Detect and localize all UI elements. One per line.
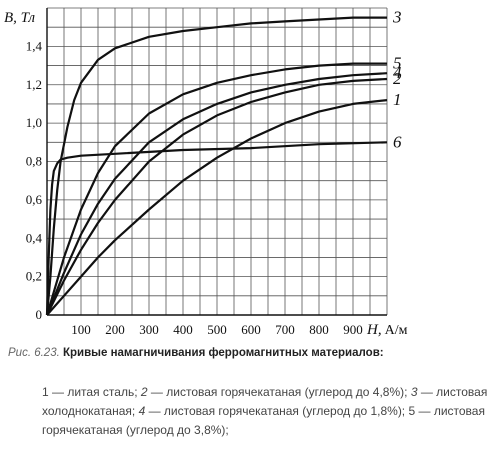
curve-6 [45, 141, 388, 316]
x-tick-label: 500 [207, 322, 227, 337]
figure-title: Кривые намагничивания ферромагнитных мат… [63, 347, 384, 359]
legend-key-3: 3 [410, 385, 418, 399]
curve-5 [45, 62, 387, 316]
x-axis-label: H, А/м [366, 322, 408, 338]
y-axis-label: B, Тл [4, 10, 35, 26]
legend-text-1: — литая сталь; [48, 385, 141, 399]
x-axis-variable: H, [366, 322, 382, 338]
legend-text-4: — листовая горячекатаная (углерод до 1,8… [42, 404, 485, 437]
curve-label-5: 5 [393, 54, 402, 73]
curve-4 [45, 72, 388, 316]
x-tick-label: 600 [241, 322, 261, 337]
y-tick-label: 0,8 [26, 154, 42, 169]
magnetization-chart: 100 200 300 400 500 600 700 800 900 0 0,2 0,4 0,6 0,… [4, 7, 408, 338]
x-tick-label: 900 [343, 322, 363, 337]
figure-caption: Рис. 6.23. Кривые намагничивания феррома… [8, 347, 494, 359]
x-tick-labels: 100 200 300 400 500 600 700 800 900 [71, 322, 363, 337]
legend-text-3: — листовая холоднокатаная; [42, 385, 488, 418]
legend-key-4: 4 [138, 404, 146, 418]
curves [45, 16, 388, 316]
x-tick-label: 100 [71, 322, 91, 337]
curve-label-4: 4 [393, 63, 402, 82]
curve-2 [46, 77, 388, 316]
curve-label-1: 1 [393, 90, 402, 109]
curve-3 [45, 16, 387, 316]
x-tick-label: 200 [105, 322, 125, 337]
y-tick-label: 1,2 [26, 77, 42, 92]
y-tick-label: 1,4 [26, 38, 43, 53]
legend-text-2: — листовая горячекатаная (углерод до 4,8… [147, 385, 411, 399]
figure-number: Рис. 6.23. [8, 347, 60, 359]
x-tick-label: 300 [139, 322, 159, 337]
axes [46, 8, 387, 316]
y-tick-label: 1,0 [26, 115, 42, 130]
x-tick-label: 400 [173, 322, 193, 337]
curve-label-2: 2 [393, 69, 402, 88]
y-tick-label: 0 [36, 307, 43, 322]
x-tick-label: 700 [275, 322, 295, 337]
curve-label-3: 3 [392, 8, 402, 27]
figure-legend: 1 — литая сталь; 2 — листовая горячеката… [42, 383, 494, 440]
legend-key-1: 1 [42, 385, 49, 399]
curve-1 [46, 99, 388, 316]
grid [47, 7, 388, 315]
curve-labels: 3 542 1 6 [392, 8, 402, 152]
x-tick-label: 800 [309, 322, 329, 337]
y-tick-label: 0,4 [26, 230, 43, 245]
y-tick-labels: 0 0,2 0,4 0,6 0,8 1,0 1,2 1,4 [26, 38, 43, 322]
x-axis-unit: А/м [385, 323, 408, 338]
y-tick-label: 0,6 [26, 192, 43, 207]
y-tick-label: 0,2 [26, 269, 42, 284]
legend-key-2: 2 [140, 385, 148, 399]
curve-label-6: 6 [393, 132, 402, 151]
